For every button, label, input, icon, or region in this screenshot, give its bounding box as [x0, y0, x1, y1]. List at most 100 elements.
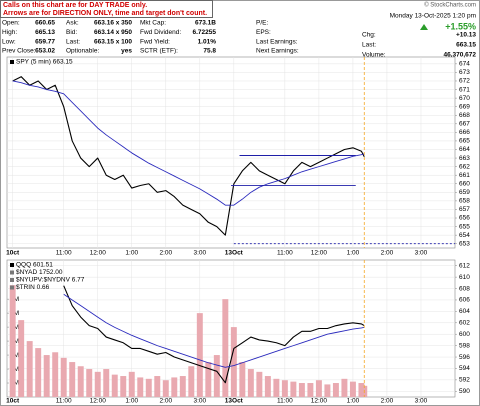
quote-value: 663.14 x 950: [94, 29, 132, 36]
quote-label: Ask:: [66, 20, 79, 27]
price-line: [63, 285, 365, 384]
volume-bar: [213, 355, 220, 397]
x-tick-label: 2:00: [159, 250, 172, 257]
quote-label: EPS:: [256, 29, 271, 36]
stat-label: Chg:: [362, 32, 376, 39]
volume-bar: [43, 355, 50, 397]
x-tick-label: 1:00: [125, 398, 138, 405]
y-tick-label: 664: [459, 146, 470, 153]
quote-label: Next Earnings:: [256, 48, 299, 55]
volume-bar: [154, 376, 161, 397]
legend-entry: SPY (5 min) 663.15: [16, 59, 73, 66]
x-tick-label: 13Oct: [225, 250, 244, 257]
legend-swatch: [10, 278, 14, 282]
y-tick-label: 598: [459, 342, 470, 349]
note-line: Calls on this chart are for DAY TRADE on…: [3, 2, 147, 9]
volume-bar: [307, 383, 314, 397]
stat-value: 663.15: [456, 42, 476, 49]
volume-bar: [60, 357, 67, 397]
x-tick-label: 12:00: [90, 398, 107, 405]
volume-bar: [341, 378, 348, 397]
quote-value: 1.01%: [198, 38, 217, 45]
quote-value: 665.13: [35, 29, 55, 36]
quote-label: Last:: [66, 38, 80, 45]
volume-bar: [94, 371, 101, 397]
y-tick-label: 600: [459, 331, 470, 338]
x-tick-label: 2:00: [381, 250, 394, 257]
quote-label: Open:: [2, 20, 20, 27]
x-tick-label: 3:00: [193, 250, 206, 257]
y-tick-label: 592: [459, 377, 470, 384]
y-tick-label: 667: [459, 121, 470, 128]
y-tick-label: 660: [459, 180, 470, 187]
stat-value: 46,370,672: [443, 52, 476, 59]
volume-bar: [290, 381, 297, 397]
volume-bar: [188, 366, 195, 397]
x-tick-label: 13Oct: [225, 398, 244, 405]
price-line: [12, 80, 365, 206]
quote-value: yes: [121, 48, 132, 55]
quote-value: 6.72255: [193, 29, 217, 36]
x-tick-label: 12:00: [311, 250, 328, 257]
y-tick-label: 672: [459, 78, 470, 85]
stat-label: Volume:: [362, 52, 386, 59]
price-line: [63, 293, 365, 368]
x-tick-label: 3:00: [193, 398, 206, 405]
volume-bar: [332, 383, 339, 397]
volume-bar: [349, 381, 356, 397]
quote-label: P/E:: [256, 20, 268, 27]
quote-label: Prev Close:: [2, 48, 36, 55]
stat-label: Last:: [362, 42, 376, 49]
y-tick-label: 596: [459, 354, 470, 361]
y-tick-label: 662: [459, 163, 470, 170]
volume-bar: [281, 380, 288, 397]
quote-value: 653.02: [35, 48, 55, 55]
quote-value: 673.1B: [195, 20, 216, 27]
y-tick-label: 670: [459, 95, 470, 102]
quote-label: Fwd Dividend:: [140, 29, 181, 36]
volume-bar: [222, 299, 229, 397]
y-tick-label: 658: [459, 198, 470, 205]
change-percent: +1.55%: [445, 21, 476, 31]
y-tick-label: 590: [459, 388, 470, 395]
volume-bar: [298, 383, 305, 397]
y-tick-label: 653: [459, 240, 470, 247]
price-line: [12, 76, 365, 236]
volume-bar: [86, 369, 93, 397]
quote-value: 75.8: [203, 48, 216, 55]
y-tick-label: 602: [459, 320, 470, 327]
x-tick-label: 11:00: [277, 398, 293, 405]
volume-bar: [128, 371, 135, 397]
x-tick-label: 12:00: [311, 398, 328, 405]
volume-bar: [171, 377, 178, 397]
volume-bar: [162, 380, 169, 397]
y-tick-label: 594: [459, 365, 470, 372]
plot-area: [6, 56, 456, 249]
quote-label: High:: [2, 29, 17, 36]
volume-bar: [52, 352, 59, 397]
volume-bar: [111, 374, 118, 397]
x-tick-label: 2:00: [159, 398, 172, 405]
volume-bar: [145, 378, 152, 397]
quote-value: 663.15 x 100: [94, 38, 132, 45]
quote-value: 663.16 x 350: [94, 20, 132, 27]
legend-entry: QQQ 601.51: [16, 262, 53, 269]
quote-value: 659.77: [35, 38, 55, 45]
x-tick-label: 10ct: [6, 250, 20, 257]
y-tick-label: 608: [459, 285, 470, 292]
quote-label: Last Earnings:: [256, 38, 298, 45]
quote-value: 660.65: [35, 20, 55, 27]
quote-label: Bid:: [66, 29, 77, 36]
volume-bar: [247, 369, 254, 397]
y-tick-label: 673: [459, 69, 470, 76]
y-tick-label: 668: [459, 112, 470, 119]
volume-bar: [196, 313, 203, 397]
x-tick-label: 12:00: [90, 250, 107, 257]
volume-bar: [35, 348, 42, 397]
y-tick-label: 655: [459, 223, 470, 230]
legend-entry: $NYUPV:$NYDNV 6.77: [16, 277, 85, 284]
quote-label: Optionable:: [66, 48, 99, 55]
x-tick-label: 11:00: [56, 398, 72, 405]
note-line: Arrows are for DIRECTION ONLY, time and …: [3, 10, 207, 17]
legend-swatch: [10, 60, 14, 64]
